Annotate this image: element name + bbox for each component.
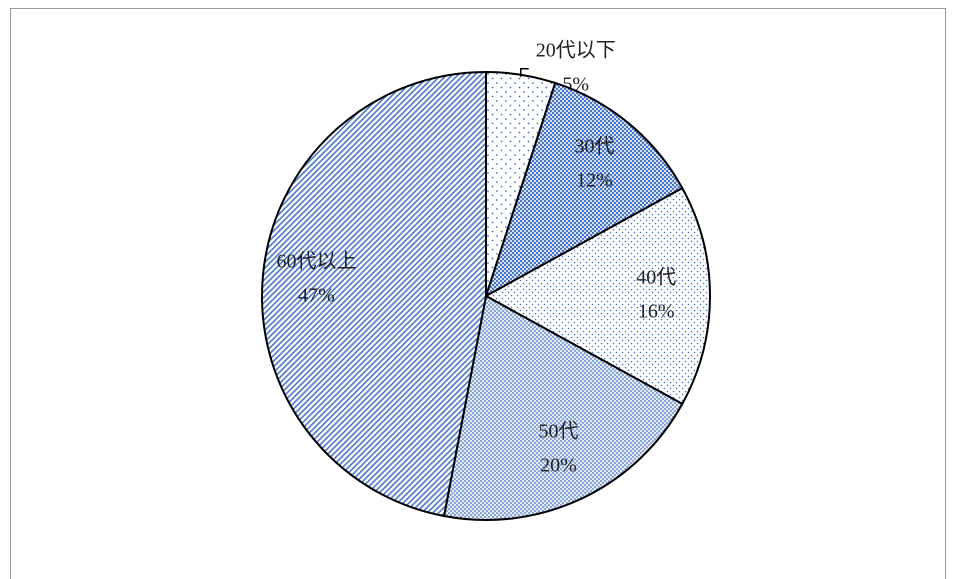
category-label: 30代 (575, 134, 615, 157)
value-label: 20% (540, 455, 577, 477)
pie-slice (483, 186, 711, 406)
category-label: 20代以下 (536, 38, 616, 61)
frame (10, 8, 946, 579)
pie-slice (484, 81, 684, 299)
leader-line (519, 67, 529, 77)
value-label: 16% (638, 301, 675, 323)
category-label: 50代 (538, 420, 578, 443)
category-label: 40代 (636, 266, 676, 289)
value-label: 47% (298, 285, 335, 307)
pie-slice (442, 294, 684, 521)
pie-slice (261, 70, 487, 518)
category-label: 60代以上 (277, 250, 357, 273)
value-label: 12% (576, 169, 613, 191)
